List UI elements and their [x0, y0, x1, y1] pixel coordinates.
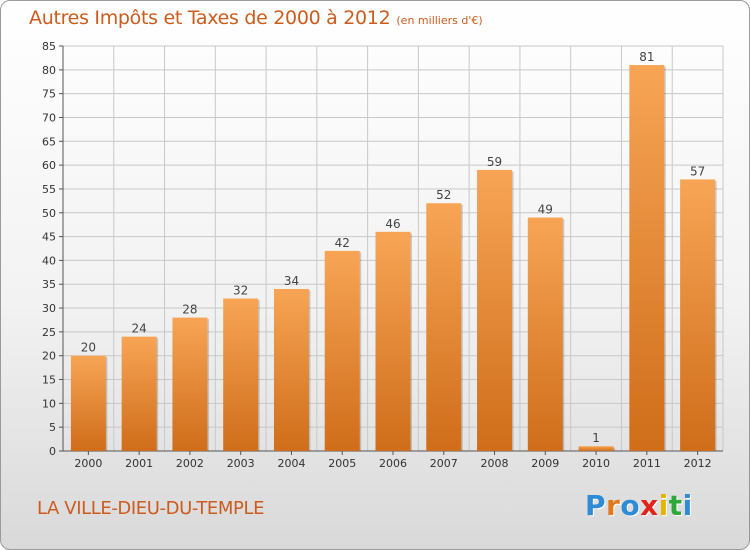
chart-title-text: Autres Impôts et Taxes de 2000 à 2012 — [29, 7, 391, 29]
logo-letter: i — [682, 489, 693, 522]
x-tick-label: 2005 — [328, 457, 356, 470]
data-label: 1 — [592, 431, 600, 445]
y-tick-label: 45 — [42, 231, 56, 244]
y-tick-label: 50 — [42, 207, 56, 220]
y-tick-label: 5 — [49, 421, 56, 434]
data-labels: 20 24 28 32 34 42 46 52 59 49 1 81 57 — [81, 50, 706, 445]
logo-letter: r — [606, 489, 621, 522]
x-tick-label: 2009 — [531, 457, 559, 470]
y-tick-label: 70 — [42, 111, 56, 124]
x-tick-label: 2007 — [430, 457, 458, 470]
bar — [527, 217, 563, 451]
data-label: 49 — [538, 203, 553, 217]
bar — [273, 289, 309, 451]
axes: 0 5 10 15 20 25 30 35 40 45 50 55 60 65 70 75 80 85 2000 20… — [42, 40, 723, 470]
bar — [680, 179, 716, 452]
y-tick-label: 15 — [42, 374, 56, 387]
logo-letter: x — [640, 489, 659, 522]
x-tick-label: 2011 — [633, 457, 661, 470]
x-tick-label: 2003 — [227, 457, 255, 470]
data-label: 46 — [385, 217, 400, 231]
bar — [223, 298, 259, 451]
data-label: 20 — [81, 341, 96, 355]
y-tick-label: 20 — [42, 350, 56, 363]
y-tick-label: 0 — [49, 445, 56, 458]
data-label: 24 — [132, 322, 147, 336]
y-tick-label: 30 — [42, 302, 56, 315]
y-tick-label: 85 — [42, 40, 56, 53]
bar — [578, 446, 614, 451]
chart-title: Autres Impôts et Taxes de 2000 à 2012 (en… — [29, 7, 483, 29]
bar — [426, 203, 462, 451]
x-tick-label: 2001 — [125, 457, 153, 470]
data-label: 59 — [487, 155, 502, 169]
bar — [172, 317, 208, 451]
y-tick-label: 60 — [42, 159, 56, 172]
y-tick-label: 65 — [42, 135, 56, 148]
bar — [375, 231, 411, 451]
bar — [629, 65, 665, 451]
bar — [324, 250, 360, 451]
chart-subtitle: (en milliers d'€) — [396, 14, 483, 27]
bars — [70, 65, 717, 452]
data-label: 52 — [436, 188, 451, 202]
y-tick-label: 55 — [42, 183, 56, 196]
y-tick-label: 10 — [42, 397, 56, 410]
x-tick-label: 2002 — [176, 457, 204, 470]
y-tick-label: 80 — [42, 64, 56, 77]
data-label: 32 — [233, 284, 248, 298]
x-tick-label: 2010 — [582, 457, 610, 470]
logo-letter: P — [585, 489, 607, 522]
data-label: 57 — [690, 164, 705, 178]
y-tick-label: 35 — [42, 278, 56, 291]
x-tick-label: 2012 — [684, 457, 712, 470]
place-name: LA VILLE-DIEU-DU-TEMPLE — [37, 498, 265, 519]
x-tick-label: 2008 — [481, 457, 509, 470]
y-tick-label: 75 — [42, 88, 56, 101]
bar — [477, 169, 513, 451]
logo-letter: o — [620, 489, 641, 522]
y-tick-label: 25 — [42, 326, 56, 339]
x-tick-label: 2004 — [277, 457, 305, 470]
y-tick-label: 40 — [42, 254, 56, 267]
data-label: 81 — [639, 50, 654, 64]
x-tick-label: 2000 — [74, 457, 102, 470]
gridlines — [62, 45, 724, 452]
logo-letter: t — [668, 489, 683, 522]
data-label: 42 — [335, 236, 350, 250]
bar — [70, 355, 106, 451]
proxiti-logo[interactable]: Proxiti — [585, 489, 693, 522]
data-label: 34 — [284, 274, 299, 288]
data-label: 28 — [182, 303, 197, 317]
logo-letter: i — [658, 489, 669, 522]
bar — [121, 336, 157, 451]
x-tick-label: 2006 — [379, 457, 407, 470]
